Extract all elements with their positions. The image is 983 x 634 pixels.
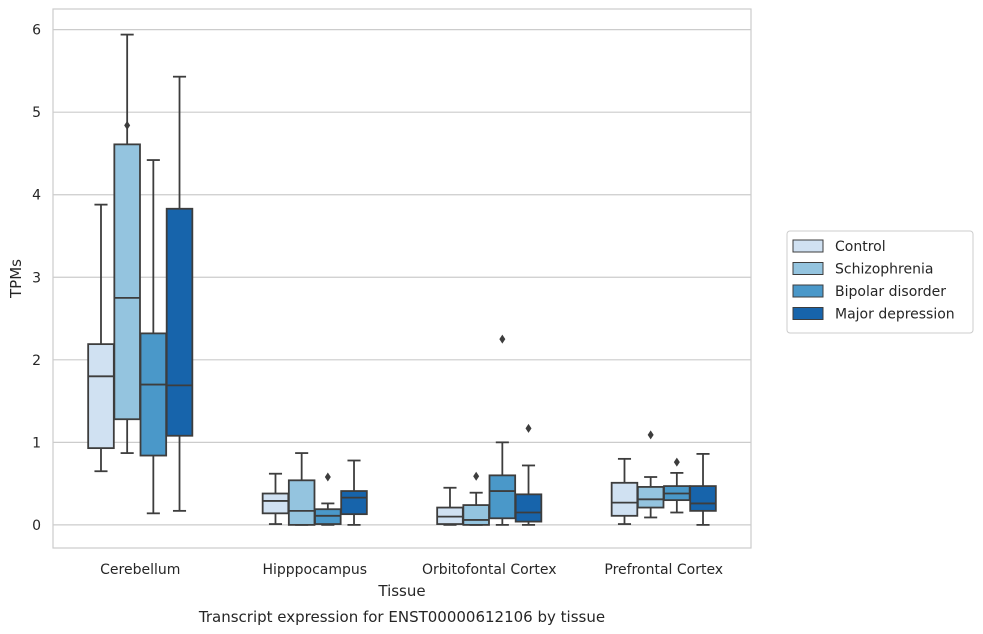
box-group	[165, 75, 194, 512]
box-group	[636, 430, 665, 519]
boxes	[87, 33, 717, 526]
y-axis-label: TPMs	[7, 259, 25, 299]
plot-area-frame	[52, 8, 752, 549]
legend-label: Schizophrenia	[835, 262, 933, 278]
outlier-point	[673, 457, 680, 467]
outlier-point	[647, 430, 654, 440]
box-group	[287, 452, 316, 526]
legend-swatch	[792, 307, 824, 320]
box-iqr	[113, 143, 141, 421]
outlier-point	[473, 471, 480, 481]
box-group	[261, 472, 290, 525]
box-iqr	[340, 490, 368, 516]
box-iqr	[689, 485, 717, 512]
box-iqr	[287, 479, 316, 526]
box-group	[340, 459, 368, 526]
box-group	[139, 159, 168, 515]
box-group	[436, 486, 464, 526]
legend-swatch	[792, 284, 824, 298]
box-iqr	[165, 207, 194, 437]
y-tick-labels: 0 1 2 3 4 5 6	[32, 23, 41, 534]
legend-item: Bipolar disorder	[792, 284, 946, 300]
box-group	[514, 423, 543, 526]
y-tick-label: 4	[32, 188, 41, 204]
legend-label: Bipolar disorder	[835, 284, 946, 300]
x-tick-label: Prefrontal Cortex	[604, 562, 723, 578]
y-tick-label: 6	[32, 23, 41, 39]
x-tick-label: Cerebellum	[100, 562, 180, 578]
box-group	[87, 203, 115, 473]
outlier-point	[525, 423, 532, 433]
outlier-point	[324, 472, 331, 482]
y-tick-label: 0	[32, 518, 41, 534]
box-iqr	[610, 481, 639, 517]
x-tick-label: Hipppocampus	[262, 562, 367, 578]
box-group	[689, 453, 717, 526]
outlier-point	[124, 120, 131, 130]
box-iqr	[139, 332, 168, 457]
x-tick-label: Orbitofontal Cortex	[422, 562, 557, 578]
box-iqr	[87, 343, 115, 450]
y-tick-label: 5	[32, 105, 41, 121]
outlier-point	[499, 334, 506, 344]
box-iqr	[488, 474, 517, 520]
box-iqr	[261, 492, 290, 515]
legend-label: Control	[835, 239, 886, 255]
chart-caption: Transcript expression for ENST0000061210…	[198, 608, 605, 626]
x-tick-labels: Cerebellum Hipppocampus Orbitofontal Corte…	[100, 562, 723, 578]
box-group	[113, 33, 141, 454]
legend-label: Major depression	[835, 307, 955, 323]
box-group	[462, 471, 490, 526]
legend: Control Schizophrenia Bipolar disorder Majo…	[786, 230, 974, 334]
box-iqr	[514, 493, 543, 523]
legend-frame	[786, 230, 974, 334]
box-group	[610, 457, 639, 525]
box-iqr	[462, 504, 490, 526]
x-axis-label: Tissue	[377, 582, 425, 600]
legend-item: Major depression	[792, 307, 955, 323]
y-tick-label: 2	[32, 353, 41, 369]
y-tick-label: 3	[32, 270, 41, 286]
legend-swatch	[792, 262, 824, 275]
box-iqr	[636, 486, 665, 509]
y-tick-label: 1	[32, 435, 41, 451]
legend-item: Control	[792, 239, 886, 255]
legend-swatch	[792, 239, 824, 253]
box-group	[663, 457, 691, 514]
legend-item: Schizophrenia	[792, 262, 933, 278]
box-group	[488, 334, 517, 526]
box-group	[314, 472, 342, 526]
